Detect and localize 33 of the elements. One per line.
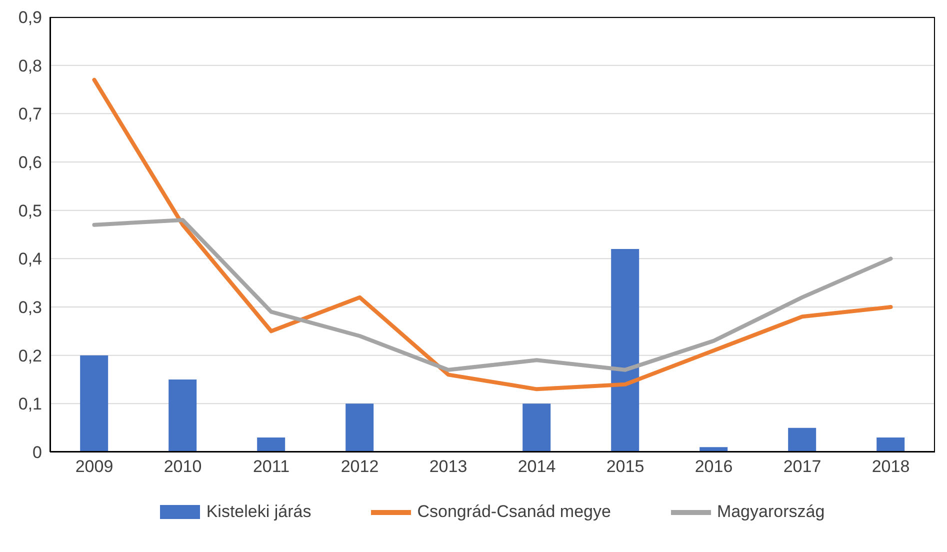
y-tick-label: 0,4 bbox=[18, 250, 42, 269]
bar bbox=[346, 404, 374, 452]
bar bbox=[80, 355, 108, 452]
x-tick-label: 2010 bbox=[164, 457, 202, 476]
y-tick-label: 0,8 bbox=[18, 56, 42, 76]
legend-label: Magyarország bbox=[716, 502, 825, 522]
bar bbox=[876, 438, 905, 452]
x-tick-label: 2016 bbox=[694, 457, 733, 476]
line-series bbox=[92, 218, 893, 372]
bar bbox=[522, 404, 551, 452]
x-tick-label: 2009 bbox=[75, 457, 114, 476]
y-tick-label: 0,1 bbox=[18, 394, 42, 414]
bar bbox=[788, 428, 816, 452]
x-tick-label: 2015 bbox=[606, 457, 644, 476]
x-tick-label: 2011 bbox=[252, 457, 290, 476]
y-tick-label: 0 bbox=[32, 443, 42, 462]
y-tick-label: 0,9 bbox=[18, 8, 42, 28]
y-tick-label: 0,7 bbox=[18, 104, 42, 124]
bar bbox=[611, 249, 640, 452]
legend-label: Kisteleki járás bbox=[205, 502, 312, 522]
x-tick-label: 2012 bbox=[340, 457, 379, 476]
x-tick-label: 2013 bbox=[429, 457, 468, 476]
y-tick-label: 0,5 bbox=[18, 201, 42, 220]
y-tick-label: 0,6 bbox=[18, 153, 42, 172]
x-tick-label: 2014 bbox=[518, 457, 556, 476]
line-series bbox=[92, 78, 893, 392]
bar bbox=[168, 380, 197, 452]
y-tick-label: 0,3 bbox=[18, 298, 42, 318]
x-tick-label: 2018 bbox=[872, 457, 910, 476]
y-tick-label: 0,2 bbox=[18, 346, 42, 366]
legend-label: Csongrád-Csanád megye bbox=[416, 502, 611, 522]
bar bbox=[257, 438, 286, 452]
x-tick-label: 2017 bbox=[783, 457, 822, 476]
